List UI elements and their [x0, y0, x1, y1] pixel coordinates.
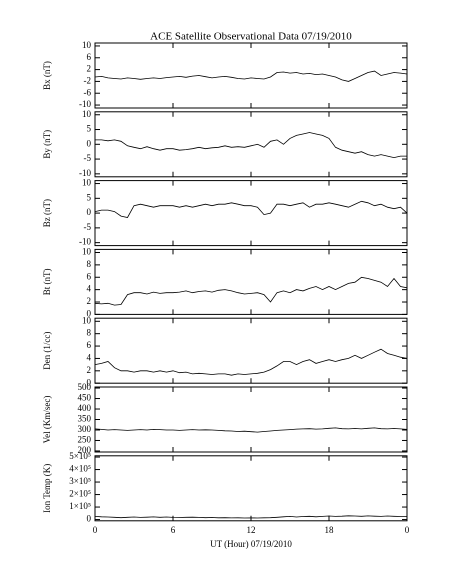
- panel-frame: [94, 386, 408, 453]
- y-tick-label: 5: [87, 192, 92, 202]
- data-line: [95, 132, 407, 159]
- data-line: [94, 348, 408, 376]
- y-tick-label: 6: [87, 52, 92, 62]
- panel-frame: [94, 180, 408, 247]
- y-tick-label: 2×10⁵: [69, 489, 91, 499]
- panel-frame: [94, 317, 408, 384]
- y-tick-label: 0: [87, 308, 92, 318]
- panel-frame: [94, 111, 408, 178]
- y-tick-label: 500: [78, 382, 92, 392]
- y-tick-label: 3×10⁵: [69, 476, 91, 486]
- y-tick-label: 0: [87, 207, 92, 217]
- y-axis-label: Bt (nT): [42, 269, 52, 296]
- y-axis-label: Ion Temp (K): [42, 464, 52, 513]
- y-tick-label: 8: [87, 328, 92, 338]
- y-tick-label: -10: [79, 168, 91, 178]
- y-tick-label: 10: [82, 247, 92, 257]
- y-tick-label: 4×10⁵: [69, 464, 91, 474]
- y-tick-label: 8: [87, 259, 92, 269]
- y-axis-label: Vel (Km/sec): [42, 396, 52, 444]
- x-axis-label: UT (Hour) 07/19/2010: [210, 539, 292, 549]
- y-tick-label: -6: [84, 87, 92, 97]
- x-tick-label: 12: [247, 525, 256, 535]
- data-line: [94, 200, 408, 218]
- y-tick-label: 350: [78, 414, 92, 424]
- panel-frame: [94, 455, 408, 522]
- y-axis-label: Bz (nT): [42, 199, 52, 227]
- y-tick-label: -2: [84, 75, 92, 85]
- y-tick-label: -10: [79, 99, 91, 109]
- x-tick-label: 6: [171, 525, 176, 535]
- y-tick-label: 6: [87, 340, 92, 350]
- x-tick-label: 0: [93, 525, 98, 535]
- y-tick-label: 300: [78, 424, 92, 434]
- y-tick-label: 2: [87, 64, 92, 74]
- y-tick-label: 10: [82, 178, 92, 188]
- y-tick-label: 5: [87, 124, 92, 134]
- y-tick-label: 0: [87, 377, 92, 387]
- y-tick-label: 0: [87, 138, 92, 148]
- y-axis-label: Bx (nT): [42, 61, 52, 90]
- y-tick-label: 400: [78, 403, 92, 413]
- y-tick-label: -5: [84, 153, 92, 163]
- y-tick-label: 0: [87, 514, 92, 524]
- y-tick-label: 10: [82, 315, 92, 325]
- y-tick-label: 2: [87, 365, 92, 375]
- data-line: [94, 427, 408, 433]
- x-tick-label: 18: [325, 525, 335, 535]
- chart-title: ACE Satellite Observational Data 07/19/2…: [150, 31, 352, 43]
- y-tick-label: 6: [87, 271, 92, 281]
- data-line: [94, 70, 408, 82]
- panel-frame: [94, 42, 408, 109]
- y-tick-label: 450: [78, 393, 92, 403]
- y-tick-label: 4: [87, 353, 92, 363]
- y-tick-label: 4: [87, 284, 92, 294]
- panel-frame: [94, 248, 408, 315]
- y-tick-label: 10: [82, 109, 92, 119]
- data-line: [94, 515, 408, 519]
- data-line: [94, 276, 408, 306]
- y-tick-label: 250: [78, 435, 92, 445]
- y-tick-label: 1×10⁵: [69, 501, 91, 511]
- y-tick-label: -10: [79, 237, 91, 247]
- x-tick-label: 0: [405, 525, 410, 535]
- y-axis-label: By (nT): [42, 130, 52, 159]
- y-tick-label: 200: [78, 445, 92, 455]
- y-axis-label: Den (1/cc): [42, 332, 52, 370]
- y-tick-label: -5: [84, 222, 92, 232]
- y-tick-label: 2: [87, 296, 92, 306]
- y-tick-label: 5×10⁵: [69, 451, 91, 461]
- y-tick-label: 10: [82, 40, 92, 50]
